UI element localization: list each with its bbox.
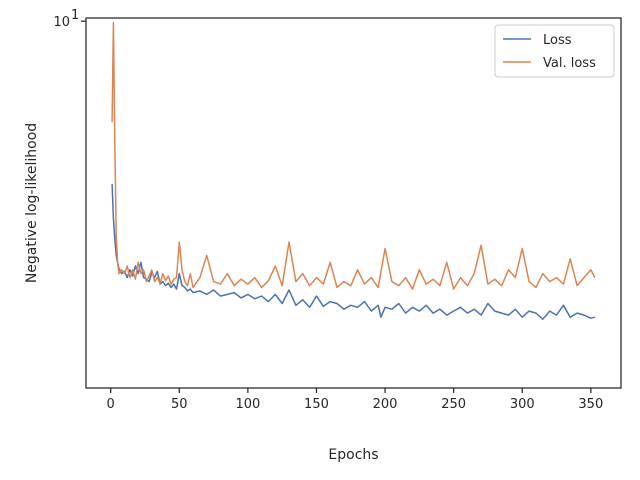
y-tick-label: 10 (53, 15, 70, 30)
y-tick-exponent: 1 (71, 8, 79, 23)
x-tick-label: 150 (304, 397, 329, 412)
x-axis-label: Epochs (328, 447, 378, 463)
legend-box (494, 24, 615, 78)
x-tick-label: 0 (107, 397, 115, 412)
y-axis-ticks: 10 1 (53, 8, 86, 30)
legend-label: Val. loss (543, 56, 596, 71)
x-tick-label: 250 (441, 397, 466, 412)
x-tick-label: 50 (171, 397, 188, 412)
x-tick-label: 200 (373, 397, 398, 412)
legend-label: Loss (543, 33, 572, 48)
x-tick-label: 100 (235, 397, 260, 412)
legend: Loss Val. loss (494, 24, 615, 78)
plot-series-group (111, 22, 596, 320)
series-line-val-loss (111, 22, 596, 290)
y-axis-label: Negative log-likelihood (24, 123, 40, 283)
plot-frame (85, 17, 622, 389)
x-tick-label: 350 (578, 397, 603, 412)
x-axis-ticks: 0 50 100 150 200 250 300 350 (107, 388, 603, 412)
x-tick-label: 300 (510, 397, 535, 412)
